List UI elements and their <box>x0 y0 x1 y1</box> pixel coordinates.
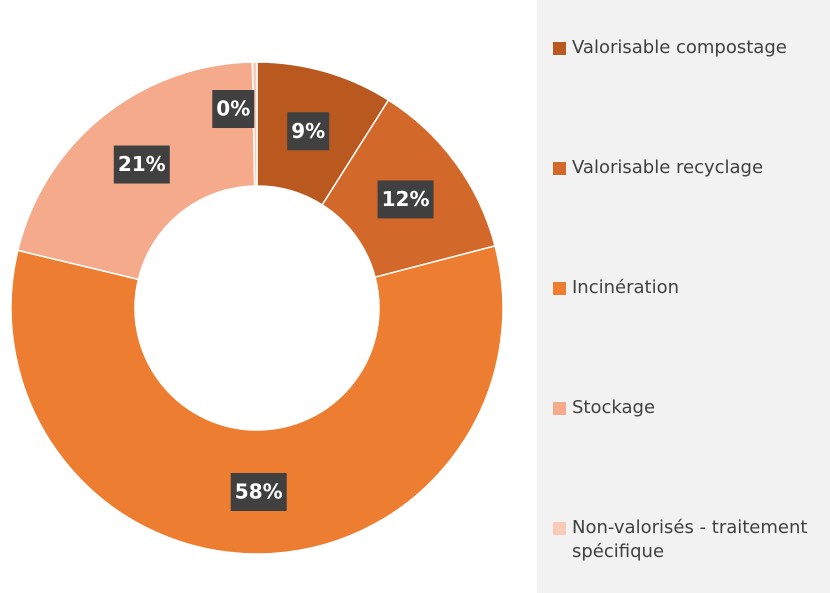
legend-swatch <box>553 522 566 535</box>
legend-item: Non-valorisés - traitement spécifique <box>553 516 830 564</box>
legend-item: Incinération <box>553 276 830 300</box>
legend: Valorisable compostage Valorisable recycl… <box>537 0 830 593</box>
legend-swatch <box>553 162 566 175</box>
data-label: 0% <box>216 97 250 121</box>
legend-label: Non-valorisés - traitement spécifique <box>572 517 808 562</box>
data-label-box <box>230 472 287 511</box>
data-label: 58% <box>235 479 283 503</box>
data-label-box <box>287 112 330 151</box>
legend-label: Valorisable compostage <box>572 37 787 58</box>
data-label-box <box>212 90 255 129</box>
data-label-box <box>113 145 170 184</box>
data-label: 21% <box>118 152 166 176</box>
legend-item: Stockage <box>553 396 830 420</box>
data-label: 9% <box>291 119 325 143</box>
slice <box>10 244 504 555</box>
data-label: 12% <box>382 187 430 211</box>
legend-swatch <box>553 42 566 55</box>
legend-label: Valorisable recyclage <box>572 157 764 178</box>
data-label-box <box>377 180 434 219</box>
legend-swatch <box>553 402 566 415</box>
legend-item: Valorisable compostage <box>553 36 830 60</box>
legend-label: Stockage <box>572 397 656 418</box>
donut-area: 9% 12% 58% 21% 0% <box>10 61 504 555</box>
legend-swatch <box>553 282 566 295</box>
legend-label: Incinération <box>572 277 680 298</box>
legend-item: Valorisable recyclage <box>553 156 830 180</box>
